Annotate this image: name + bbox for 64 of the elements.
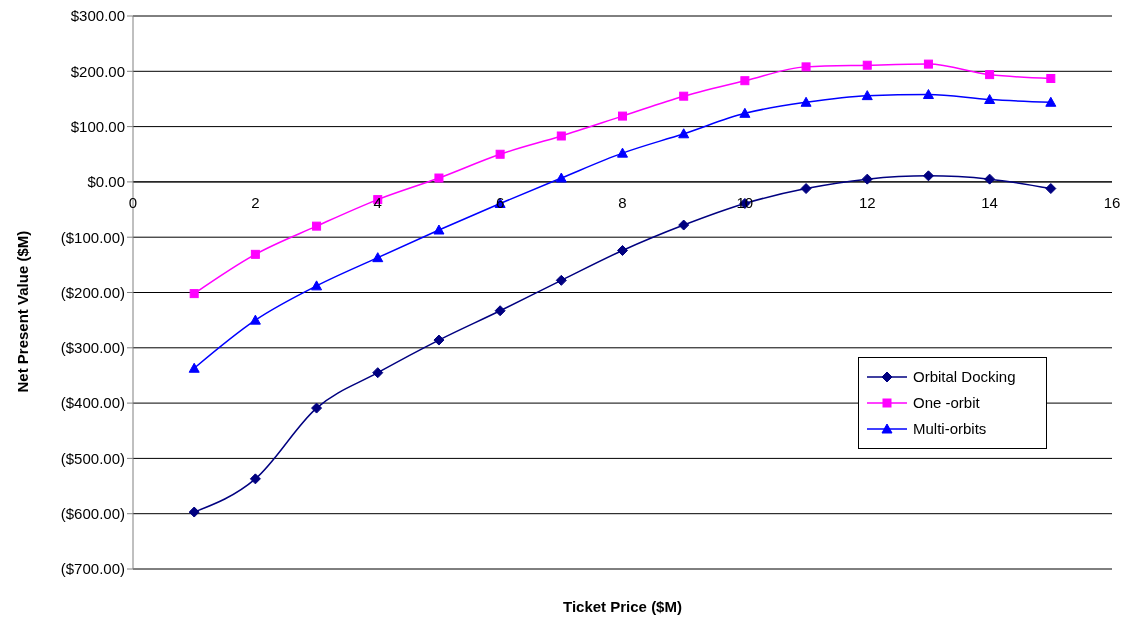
point [188,506,200,518]
point [922,89,934,100]
x-axis-title: Ticket Price ($M) [563,598,682,615]
point [800,96,812,107]
y-tick-label: ($100.00) [60,228,125,246]
y-tick-label: $200.00 [70,62,125,80]
point [189,289,199,299]
x-tick-label: 12 [858,193,876,211]
point [861,90,873,101]
point [434,173,444,183]
point [740,76,750,86]
point [250,249,260,259]
point [678,219,690,231]
y-axis-title: Net Present Value ($M) [14,230,32,393]
point [433,224,445,235]
point [372,252,384,263]
point [249,473,261,485]
point [862,60,872,70]
point [984,173,996,185]
point [1045,183,1057,195]
legend-label: Orbital Docking [913,367,1016,387]
point [984,94,996,104]
x-tick-label: 14 [981,193,998,211]
point [678,128,690,139]
legend-label: Multi-orbits [913,419,987,439]
point [617,147,628,158]
point [556,131,566,141]
point [923,59,933,69]
point [801,62,811,72]
x-tick-label: 2 [251,193,260,211]
point [617,244,628,256]
point [679,91,689,101]
x-tick-label: 16 [1103,193,1121,211]
point [800,183,812,195]
point [372,367,384,379]
y-tick-label: $100.00 [70,117,125,135]
y-tick-label: ($500.00) [60,449,125,467]
x-tick-label: 8 [618,193,627,211]
point [188,362,200,373]
y-tick-label: $300.00 [70,7,125,25]
point [495,149,505,159]
point [1046,73,1056,83]
point [312,221,322,231]
x-tick-label: 0 [128,193,138,211]
point [1045,96,1057,107]
point [861,173,873,185]
point [311,280,323,291]
point [311,402,323,414]
y-tick-label: ($200.00) [60,283,125,301]
point [249,314,261,325]
y-tick-label: ($700.00) [60,560,125,578]
legend-label: One -orbit [913,393,980,413]
point [494,305,506,317]
y-tick-label: ($400.00) [60,394,125,412]
point [433,334,445,346]
point [555,274,567,286]
y-tick-label: ($300.00) [60,339,125,357]
point [985,70,995,80]
point [922,170,934,182]
y-tick-label: $0.00 [87,173,125,191]
point [555,172,567,183]
y-tick-label: ($600.00) [60,505,125,523]
point [739,107,751,118]
point [618,111,627,121]
